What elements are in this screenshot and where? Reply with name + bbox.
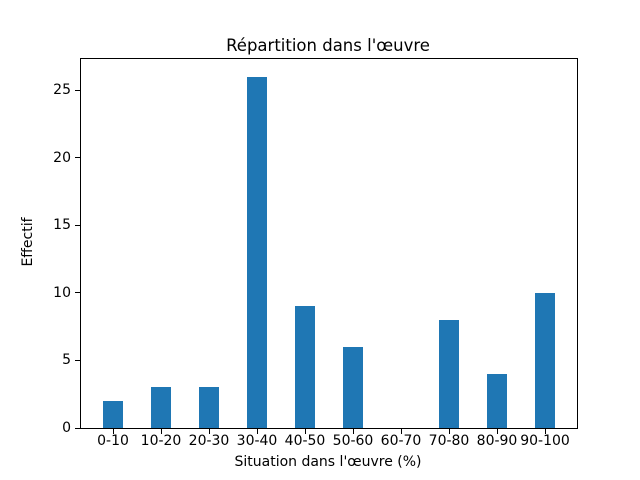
x-tick-label: 90-100 xyxy=(520,433,570,449)
x-tick-mark xyxy=(545,429,546,434)
x-tick-label: 60-70 xyxy=(380,433,422,449)
x-tick-label: 40-50 xyxy=(284,433,326,449)
chart-title: Répartition dans l'œuvre xyxy=(226,36,430,55)
x-tick-mark xyxy=(113,429,114,434)
x-tick-label: 80-90 xyxy=(476,433,518,449)
bar-0-10 xyxy=(103,400,123,428)
x-tick-mark xyxy=(353,429,354,434)
x-tick-mark xyxy=(497,429,498,434)
x-tick-mark xyxy=(449,429,450,434)
y-tick-mark xyxy=(75,427,80,429)
y-tick-mark xyxy=(75,89,80,91)
x-tick-label: 20-30 xyxy=(188,433,230,449)
bar-50-60 xyxy=(343,346,363,428)
y-tick-label: 10 xyxy=(53,284,71,301)
x-tick-mark xyxy=(305,429,306,434)
x-tick-label: 0-10 xyxy=(97,433,129,449)
x-tick-mark xyxy=(257,429,258,434)
x-tick-label: 10-20 xyxy=(140,433,182,449)
y-tick-label: 20 xyxy=(53,149,71,166)
y-tick-mark xyxy=(75,359,80,361)
x-tick-label: 50-60 xyxy=(332,433,374,449)
x-axis-label: Situation dans l'œuvre (%) xyxy=(234,454,422,470)
bar-10-20 xyxy=(151,387,171,428)
plot-area: 0-10 10-20 20-30 30-40 40-50 50-60 60-70 70-80 8… xyxy=(53,58,578,448)
bar-80-90 xyxy=(487,373,507,428)
bar-40-50 xyxy=(295,306,315,428)
y-tick-mark xyxy=(75,157,80,159)
y-tick-mark xyxy=(75,224,80,226)
y-tick-label: 25 xyxy=(53,82,71,99)
y-tick-label: 5 xyxy=(62,352,71,369)
bar-20-30 xyxy=(199,387,219,428)
x-tick-label: 70-80 xyxy=(428,433,470,449)
bar-30-40 xyxy=(247,76,267,428)
y-tick-mark xyxy=(75,292,80,294)
bar-90-100 xyxy=(535,292,555,428)
y-tick-label: 0 xyxy=(62,420,71,436)
x-tick-mark xyxy=(401,429,402,434)
x-tick-label: 30-40 xyxy=(236,433,278,449)
bar-70-80 xyxy=(439,319,459,428)
x-tick-mark xyxy=(209,429,210,434)
y-tick-label: 15 xyxy=(53,217,71,234)
x-tick-mark xyxy=(161,429,162,434)
